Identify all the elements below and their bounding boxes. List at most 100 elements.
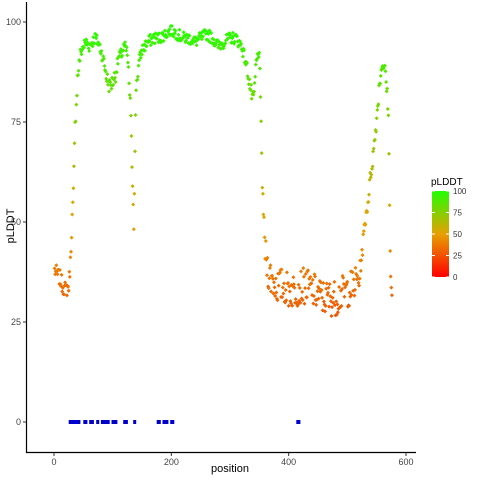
data-point xyxy=(282,281,286,286)
data-point xyxy=(131,202,136,207)
data-point xyxy=(280,285,285,290)
domain-marker xyxy=(83,420,88,424)
data-point xyxy=(361,232,366,237)
domain-marker xyxy=(89,420,94,424)
data-point xyxy=(111,82,116,87)
data-point xyxy=(98,51,103,56)
data-point xyxy=(57,268,62,272)
data-point xyxy=(251,92,256,97)
data-point xyxy=(144,44,149,49)
data-point xyxy=(240,54,245,59)
data-point xyxy=(127,81,132,86)
data-point xyxy=(353,265,358,270)
data-point xyxy=(72,141,77,146)
data-point xyxy=(70,200,75,205)
data-point xyxy=(293,297,298,302)
data-point xyxy=(323,303,328,308)
data-point xyxy=(87,49,92,53)
data-point xyxy=(173,28,178,33)
data-point xyxy=(162,28,167,33)
y-axis-ticks: 0 25 50 75 100 xyxy=(6,17,26,427)
data-point xyxy=(281,291,286,296)
data-point xyxy=(113,75,117,80)
legend-tick-label: 25 xyxy=(453,252,462,261)
data-point xyxy=(296,282,301,287)
data-point xyxy=(187,33,192,38)
data-point xyxy=(242,48,247,53)
data-point xyxy=(243,62,248,67)
data-point xyxy=(69,249,73,254)
domain-markers xyxy=(68,420,301,424)
data-point xyxy=(371,149,376,154)
data-point xyxy=(71,164,76,169)
data-point xyxy=(384,89,389,94)
data-point xyxy=(272,285,277,290)
data-point xyxy=(315,289,320,294)
data-point xyxy=(118,50,123,55)
data-point xyxy=(265,255,270,260)
data-point xyxy=(321,299,326,304)
data-point xyxy=(356,280,361,285)
data-point xyxy=(99,49,104,53)
data-point xyxy=(73,119,78,124)
data-point xyxy=(140,52,144,57)
data-point xyxy=(120,53,125,58)
data-point xyxy=(345,279,350,284)
data-point xyxy=(266,286,271,291)
data-point xyxy=(352,293,357,298)
x-axis-ticks: 0 200 400 600 xyxy=(51,453,414,467)
data-point xyxy=(286,281,291,285)
data-point xyxy=(131,227,136,232)
data-point xyxy=(148,43,153,48)
domain-marker xyxy=(133,420,137,424)
data-point xyxy=(389,285,394,290)
data-point xyxy=(121,48,126,53)
data-point xyxy=(340,287,345,291)
data-point xyxy=(273,276,278,281)
data-point xyxy=(306,268,310,273)
data-point xyxy=(161,39,166,43)
data-point xyxy=(378,73,383,78)
data-point xyxy=(259,151,264,156)
data-point xyxy=(363,222,368,227)
data-point xyxy=(136,63,141,68)
data-point xyxy=(301,266,306,271)
data-point xyxy=(270,273,275,278)
data-point xyxy=(263,239,268,243)
data-point xyxy=(97,42,102,47)
data-point xyxy=(330,295,335,300)
data-point xyxy=(92,41,97,46)
data-point xyxy=(194,43,199,48)
data-point xyxy=(137,58,142,63)
data-point xyxy=(196,37,201,42)
data-point xyxy=(52,266,57,271)
data-point xyxy=(135,74,140,79)
data-point xyxy=(314,302,319,307)
data-point xyxy=(357,276,362,281)
data-point xyxy=(349,292,354,297)
data-point xyxy=(385,86,390,91)
data-point xyxy=(239,41,244,46)
data-point xyxy=(157,31,161,36)
domain-marker xyxy=(162,420,169,424)
data-point xyxy=(211,37,216,42)
legend-tick-label: 0 xyxy=(453,273,458,282)
data-point xyxy=(152,41,157,46)
data-point xyxy=(269,289,274,294)
data-point xyxy=(304,295,309,300)
data-point xyxy=(252,81,257,85)
data-point xyxy=(167,27,172,32)
data-point xyxy=(133,113,138,117)
data-point xyxy=(292,285,297,290)
data-point xyxy=(182,34,187,39)
data-point xyxy=(361,229,366,234)
data-point xyxy=(101,56,106,61)
data-point xyxy=(130,184,135,189)
data-point xyxy=(262,235,267,240)
data-point xyxy=(320,295,325,300)
data-point xyxy=(331,289,336,294)
x-tick-label: 0 xyxy=(51,457,56,467)
data-point xyxy=(303,286,308,291)
y-tick-label: 100 xyxy=(6,17,21,27)
